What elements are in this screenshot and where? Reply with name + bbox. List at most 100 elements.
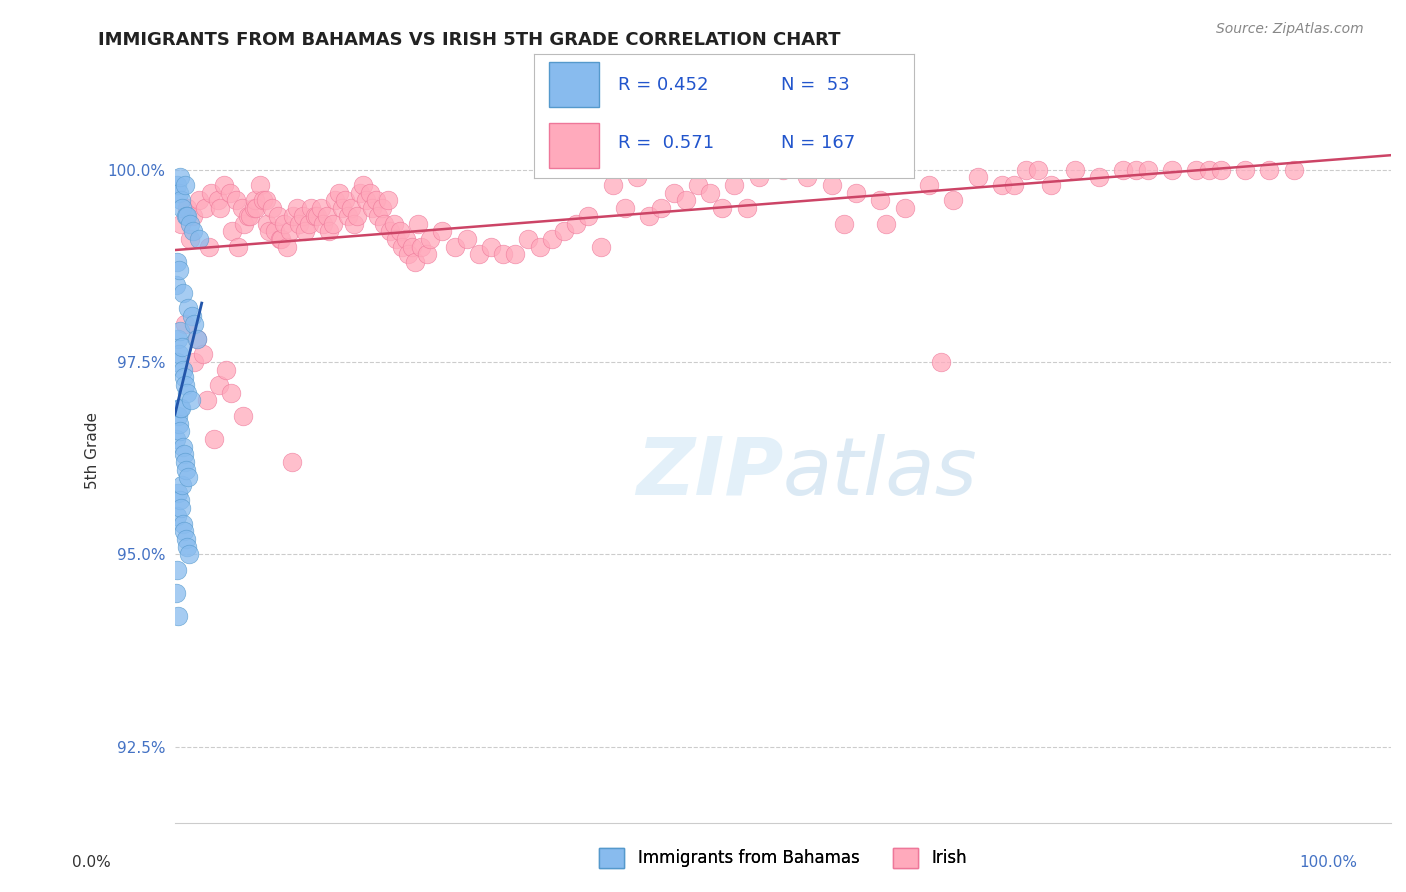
Point (179, 232, 201, 246)
Point (991, 178, 1014, 193)
Point (1002, 178, 1025, 193)
Point (254, 194, 277, 208)
Point (170, 217, 193, 231)
Point (256, 217, 278, 231)
Point (361, 201, 384, 215)
Point (166, 508, 188, 523)
Point (380, 224, 402, 238)
Point (188, 232, 211, 246)
Point (505, 247, 527, 261)
Point (699, 186, 721, 200)
Bar (550, 62, 599, 107)
Point (832, 217, 855, 231)
Point (373, 217, 395, 231)
Point (1198, 162, 1220, 177)
Point (174, 455, 197, 469)
Point (172, 516, 194, 531)
Point (215, 362, 238, 376)
Point (281, 209, 304, 223)
Text: R =  0.571: R = 0.571 (617, 135, 714, 153)
Point (231, 201, 253, 215)
Point (186, 332, 208, 346)
Point (406, 217, 429, 231)
Point (172, 362, 194, 376)
Point (318, 224, 340, 238)
Legend: Immigrants from Bahamas, Irish: Immigrants from Bahamas, Irish (593, 841, 973, 875)
Point (170, 194, 193, 208)
Point (169, 324, 191, 338)
Point (650, 201, 672, 215)
Point (468, 247, 491, 261)
Point (233, 217, 256, 231)
Point (869, 194, 891, 208)
Point (170, 340, 193, 354)
Point (176, 201, 198, 215)
Point (1039, 178, 1062, 193)
Text: 100.0%: 100.0% (1299, 855, 1358, 870)
Point (565, 217, 588, 231)
Point (294, 224, 316, 238)
Point (219, 385, 242, 400)
Point (280, 455, 302, 469)
Point (1028, 162, 1050, 177)
Point (176, 209, 198, 223)
Point (316, 209, 339, 223)
Point (176, 385, 198, 400)
Point (820, 178, 842, 193)
Point (1063, 162, 1085, 177)
Point (312, 217, 335, 231)
Point (307, 209, 329, 223)
Point (166, 355, 188, 369)
Point (328, 186, 350, 200)
Text: Source: ZipAtlas.com: Source: ZipAtlas.com (1216, 22, 1364, 37)
Point (273, 217, 295, 231)
Point (225, 194, 247, 208)
Point (167, 608, 190, 623)
Point (177, 470, 200, 484)
Point (180, 393, 202, 408)
Point (270, 232, 292, 246)
Point (382, 217, 405, 231)
Point (686, 178, 709, 193)
Point (167, 332, 190, 346)
Point (353, 178, 375, 193)
Point (208, 201, 231, 215)
Point (1112, 162, 1135, 177)
Point (419, 232, 441, 246)
Point (166, 255, 188, 269)
Point (613, 201, 636, 215)
Point (166, 178, 188, 193)
Point (516, 232, 538, 246)
Point (343, 217, 366, 231)
Point (173, 317, 195, 331)
Point (299, 201, 322, 215)
Point (252, 194, 274, 208)
Point (167, 347, 190, 361)
Point (1258, 162, 1281, 177)
Point (662, 186, 685, 200)
Point (1282, 162, 1305, 177)
Point (245, 194, 267, 208)
Point (173, 524, 195, 539)
Point (1015, 162, 1038, 177)
Point (578, 209, 600, 223)
Point (170, 401, 193, 416)
Point (167, 262, 190, 277)
Point (893, 201, 915, 215)
Point (188, 194, 211, 208)
Point (370, 201, 392, 215)
Point (409, 240, 432, 254)
Point (173, 370, 195, 384)
Point (367, 209, 389, 223)
Point (167, 485, 190, 500)
Point (169, 401, 191, 416)
Point (404, 255, 426, 269)
Point (181, 309, 204, 323)
Point (181, 224, 204, 238)
Point (1185, 162, 1208, 177)
Y-axis label: 5th Grade: 5th Grade (86, 412, 100, 489)
Point (479, 240, 502, 254)
Point (735, 201, 758, 215)
Point (195, 393, 218, 408)
Point (166, 409, 188, 423)
